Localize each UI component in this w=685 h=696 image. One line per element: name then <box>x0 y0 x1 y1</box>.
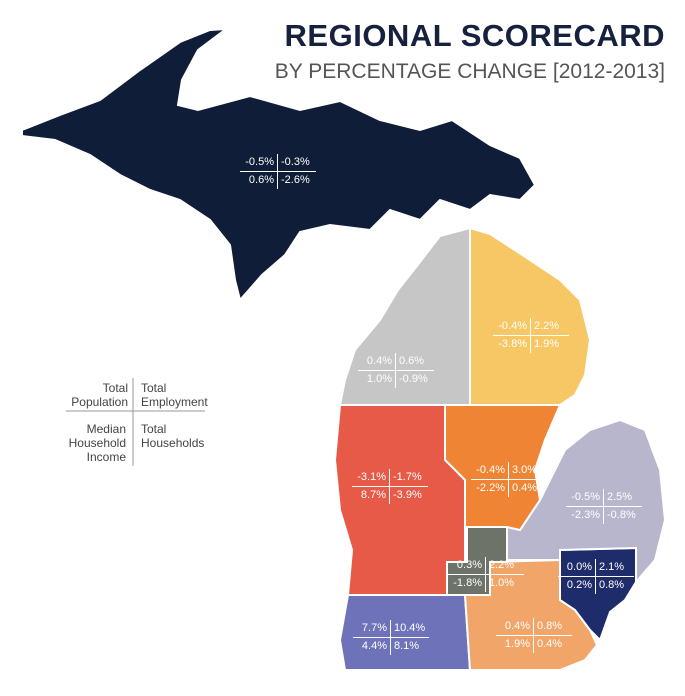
region-label: 0.4% 0.6% 1.0% -0.9% <box>358 353 434 388</box>
region-label: -3.1% -1.7% 8.7% -3.9% <box>352 469 428 504</box>
region-population: 7.7% <box>353 620 391 638</box>
region-households: 0.4% <box>537 638 563 650</box>
region <box>338 226 471 406</box>
region-income: 0.6% <box>240 172 278 189</box>
region <box>21 27 537 303</box>
region-employment: 2.1% <box>596 559 634 577</box>
region-population: 0.4% <box>496 618 534 636</box>
region-employment: 0.8% <box>534 618 572 636</box>
region-income: 8.7% <box>352 487 390 504</box>
region <box>333 404 466 596</box>
region <box>469 226 592 406</box>
region-income: -1.8% <box>448 575 486 592</box>
region-households: -3.9% <box>393 489 422 501</box>
region-employment: 3.0% <box>509 462 547 480</box>
region-households: 0.4% <box>512 482 538 494</box>
region-households: 1.0% <box>489 577 515 589</box>
region-population: 0.4% <box>358 353 396 371</box>
region-label: 7.7% 10.4% 4.4% 8.1% <box>353 620 429 655</box>
region-label: 0.0% 2.1% 0.2% 0.8% <box>558 559 634 594</box>
region-label: 0.3% 2.2% -1.8% 1.0% <box>448 557 524 592</box>
region-income: 4.4% <box>353 638 391 655</box>
region-households: 1.9% <box>534 338 560 350</box>
region-income: -3.8% <box>493 336 531 353</box>
region-population: -3.1% <box>352 469 390 487</box>
region-employment: -0.3% <box>278 154 316 172</box>
region-income: 1.9% <box>496 636 534 653</box>
region-population: 0.0% <box>558 559 596 577</box>
region-label: -0.4% 3.0% -2.2% 0.4% <box>471 462 547 497</box>
region-population: 0.3% <box>448 557 486 575</box>
legend-employment: Total Employment <box>141 381 208 409</box>
region <box>506 418 667 585</box>
region-households: -0.9% <box>399 373 428 385</box>
region-population: -0.5% <box>240 154 278 172</box>
region-households: -2.6% <box>281 174 310 186</box>
legend-households: Total Households <box>141 422 205 450</box>
region-label: -0.5% 2.5% -2.3% -0.8% <box>566 489 642 524</box>
region-income: -2.2% <box>471 480 509 497</box>
region-population: -0.4% <box>493 318 531 336</box>
region-households: -0.8% <box>607 509 636 521</box>
region-population: -0.5% <box>566 489 604 507</box>
region-income: 1.0% <box>358 371 396 388</box>
region-employment: 0.6% <box>396 353 434 371</box>
region-label: -0.4% 2.2% -3.8% 1.9% <box>493 318 569 353</box>
region-employment: -1.7% <box>390 469 428 487</box>
subtitle: BY PERCENTAGE CHANGE [2012-2013] <box>274 60 665 83</box>
region-income: -2.3% <box>566 507 604 524</box>
title: REGIONAL SCORECARD <box>284 18 665 53</box>
region-households: 8.1% <box>394 640 420 652</box>
region-label: -0.5% -0.3% 0.6% -2.6% <box>240 154 316 189</box>
region-employment: 2.5% <box>604 489 642 507</box>
region-income: 0.2% <box>558 577 596 594</box>
region-households: 0.8% <box>599 579 625 591</box>
region-employment: 10.4% <box>391 620 429 638</box>
legend-income: Median Household Income <box>68 422 126 464</box>
region-label: 0.4% 0.8% 1.9% 0.4% <box>496 618 572 653</box>
legend-population: Total Population <box>71 381 128 409</box>
region-employment: 2.2% <box>531 318 569 336</box>
region-population: -0.4% <box>471 462 509 480</box>
region-employment: 2.2% <box>486 557 524 575</box>
